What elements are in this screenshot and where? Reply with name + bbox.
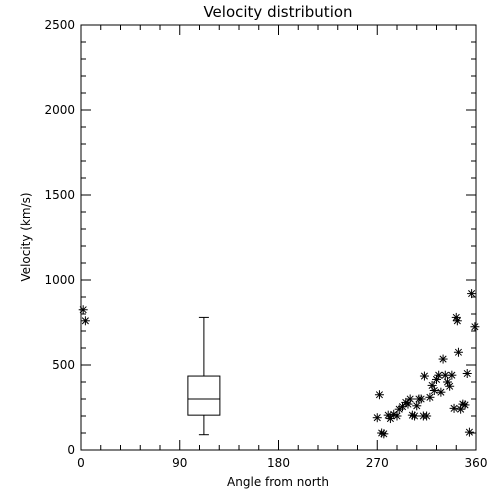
data-point	[453, 347, 463, 357]
data-point	[445, 381, 455, 391]
x-axis-label: Angle from north	[227, 475, 329, 489]
x-tick-label: 90	[172, 456, 187, 470]
x-tick-label: 0	[77, 456, 85, 470]
scatter-points	[78, 289, 480, 439]
data-point	[470, 322, 480, 332]
data-point	[405, 394, 415, 404]
data-point	[429, 386, 439, 395]
data-point	[447, 370, 457, 380]
boxplot-box	[187, 375, 221, 416]
data-point	[374, 390, 384, 400]
data-point	[462, 369, 472, 378]
data-point	[379, 429, 389, 439]
data-point	[419, 371, 429, 381]
chart-title: Velocity distribution	[203, 3, 352, 21]
x-tick-label: 270	[366, 456, 389, 470]
axis-tick-labels: 0 90 180 270 360 0 500 1000 1500 2000 2500	[44, 18, 487, 470]
boxplot	[187, 316, 221, 436]
y-tick-label: 500	[52, 358, 75, 372]
data-point	[416, 394, 426, 404]
axis-ticks	[80, 24, 477, 451]
data-point	[467, 289, 477, 299]
y-tick-label: 1500	[44, 188, 75, 202]
y-tick-label: 2000	[44, 103, 75, 117]
data-point	[80, 316, 90, 326]
data-point	[449, 403, 459, 413]
data-point	[460, 400, 470, 410]
x-tick-label: 180	[267, 456, 290, 470]
data-point	[452, 316, 462, 326]
data-point	[392, 411, 402, 421]
y-tick-label: 1000	[44, 273, 75, 287]
data-point	[422, 411, 432, 421]
data-point	[436, 387, 446, 397]
y-tick-label: 0	[67, 443, 75, 457]
data-point	[410, 411, 420, 421]
data-point	[78, 305, 88, 315]
data-point	[425, 392, 435, 402]
data-point	[464, 427, 474, 437]
y-axis-label: Velocity (km/s)	[19, 192, 33, 281]
y-tick-label: 2500	[44, 18, 75, 32]
data-point	[372, 413, 382, 423]
data-point	[456, 404, 466, 414]
data-point	[412, 401, 422, 411]
plot-frame	[80, 24, 477, 451]
x-tick-label: 360	[465, 456, 488, 470]
data-point	[438, 354, 448, 364]
